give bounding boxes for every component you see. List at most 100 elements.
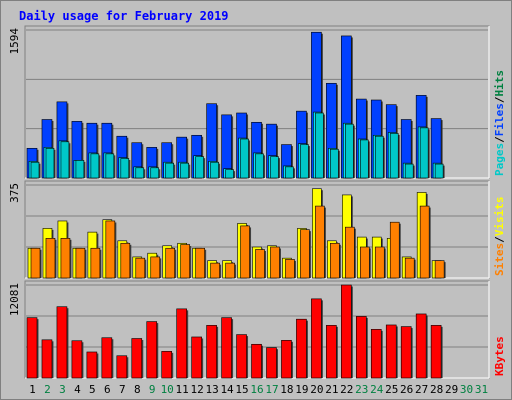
bar-pages: [60, 141, 70, 179]
x-axis-labels: 1 2 3 4 5 6 7 8 9 10 11 12 13 14 15 16 17 18 19 20 21 22 23 24 2…: [29, 383, 488, 396]
x-tick-label: 19: [295, 383, 308, 396]
legend-entry: /: [493, 236, 506, 243]
bar-sites: [240, 225, 250, 279]
bar-sites: [120, 242, 131, 279]
bar-kbytes: [206, 325, 217, 379]
bar-kbytes: [430, 325, 442, 379]
bar-pages: [120, 158, 130, 179]
bar-sites: [315, 205, 325, 279]
bar-pages: [180, 162, 189, 179]
x-tick-label: 15: [235, 383, 248, 396]
x-tick-label: 22: [340, 383, 353, 396]
bar-sites: [345, 226, 355, 279]
bar-kbytes: [26, 317, 38, 379]
x-tick-label: 14: [220, 383, 234, 396]
legend-entry: KBytes: [493, 336, 506, 376]
x-tick-label: 24: [370, 383, 384, 396]
bar-kbytes: [131, 338, 143, 379]
bar-pages: [90, 153, 100, 179]
bar-kbytes: [326, 325, 337, 379]
y-max-label: 1594: [8, 28, 21, 55]
x-tick-label: 6: [104, 383, 111, 396]
x-tick-label: 31: [475, 383, 488, 396]
legend-visits-sites: Sites/Visits: [493, 197, 506, 277]
bar-pages: [255, 153, 264, 179]
legend-entry: Pages: [493, 143, 506, 176]
bar-pages: [45, 147, 55, 179]
bar-sites: [434, 260, 445, 279]
x-tick-label: 26: [400, 383, 413, 396]
bar-kbytes: [101, 337, 113, 379]
bar-kbytes: [281, 340, 292, 379]
legend-entry: Hits: [493, 70, 506, 97]
bar-pages: [165, 162, 175, 179]
bar-sites: [195, 247, 205, 279]
bar-kbytes: [236, 334, 247, 379]
x-tick-label: 18: [280, 383, 293, 396]
bar-pages: [389, 133, 399, 179]
bar-pages: [345, 123, 354, 179]
bar-pages: [240, 138, 249, 179]
bar-sites: [105, 220, 116, 279]
x-tick-label: 3: [59, 383, 66, 396]
x-tick-label: 9: [149, 383, 156, 396]
bar-sites: [150, 256, 161, 279]
bar-sites: [225, 262, 235, 279]
bar-pages: [434, 163, 444, 179]
x-tick-label: 27: [415, 383, 428, 396]
x-tick-label: 28: [430, 383, 443, 396]
bar-pages: [315, 112, 324, 179]
legend-entry: Visits: [493, 197, 506, 237]
bar-pages: [300, 144, 309, 179]
legend-kbytes: KBytes: [493, 336, 506, 376]
bar-pages: [105, 153, 115, 179]
x-tick-label: 11: [176, 383, 189, 396]
x-tick-label: 1: [29, 383, 36, 396]
bar-sites: [419, 205, 430, 279]
bar-pages: [135, 167, 145, 179]
y-max-label: 12081: [8, 283, 21, 316]
bar-pages: [75, 160, 85, 179]
y-max-label: 375: [8, 183, 21, 203]
x-tick-label: 30: [460, 383, 473, 396]
bar-sites: [90, 247, 101, 279]
x-tick-label: 25: [385, 383, 398, 396]
legend-entry: /: [493, 136, 506, 143]
bar-pages: [330, 148, 339, 179]
x-tick-label: 10: [161, 383, 174, 396]
panel-kbytes: 12081 KBytes: [8, 280, 506, 379]
bar-sites: [255, 249, 265, 279]
bar-kbytes: [191, 336, 202, 379]
bar-pages: [374, 135, 384, 179]
bar-sites: [285, 259, 295, 279]
legend-hits-files-pages: Pages/Files/Hits: [493, 70, 506, 176]
bar-sites: [210, 262, 220, 279]
x-tick-label: 7: [119, 383, 126, 396]
bar-kbytes: [56, 306, 68, 379]
x-tick-label: 5: [89, 383, 96, 396]
x-tick-label: 21: [325, 383, 338, 396]
bar-pages: [404, 163, 414, 179]
bar-pages: [225, 169, 234, 179]
legend-entry: Sites: [493, 243, 506, 276]
legend-entry: Files: [493, 103, 506, 136]
bar-sites: [60, 238, 71, 279]
x-tick-label: 16: [250, 383, 263, 396]
chart-title: Daily usage for February 2019: [19, 9, 229, 23]
x-tick-label: 29: [445, 383, 458, 396]
legend-entry: /: [493, 96, 506, 103]
x-tick-label: 2: [44, 383, 51, 396]
bar-sites: [135, 257, 146, 279]
bar-kbytes: [221, 317, 232, 379]
bar-kbytes: [176, 308, 187, 379]
bar-kbytes: [415, 313, 427, 379]
x-tick-label: 20: [310, 383, 323, 396]
bar-kbytes: [400, 326, 412, 379]
bar-kbytes: [311, 298, 322, 379]
bar-pages: [210, 161, 219, 179]
bar-sites: [404, 257, 415, 279]
bar-kbytes: [161, 351, 173, 379]
x-tick-label: 4: [74, 383, 81, 396]
